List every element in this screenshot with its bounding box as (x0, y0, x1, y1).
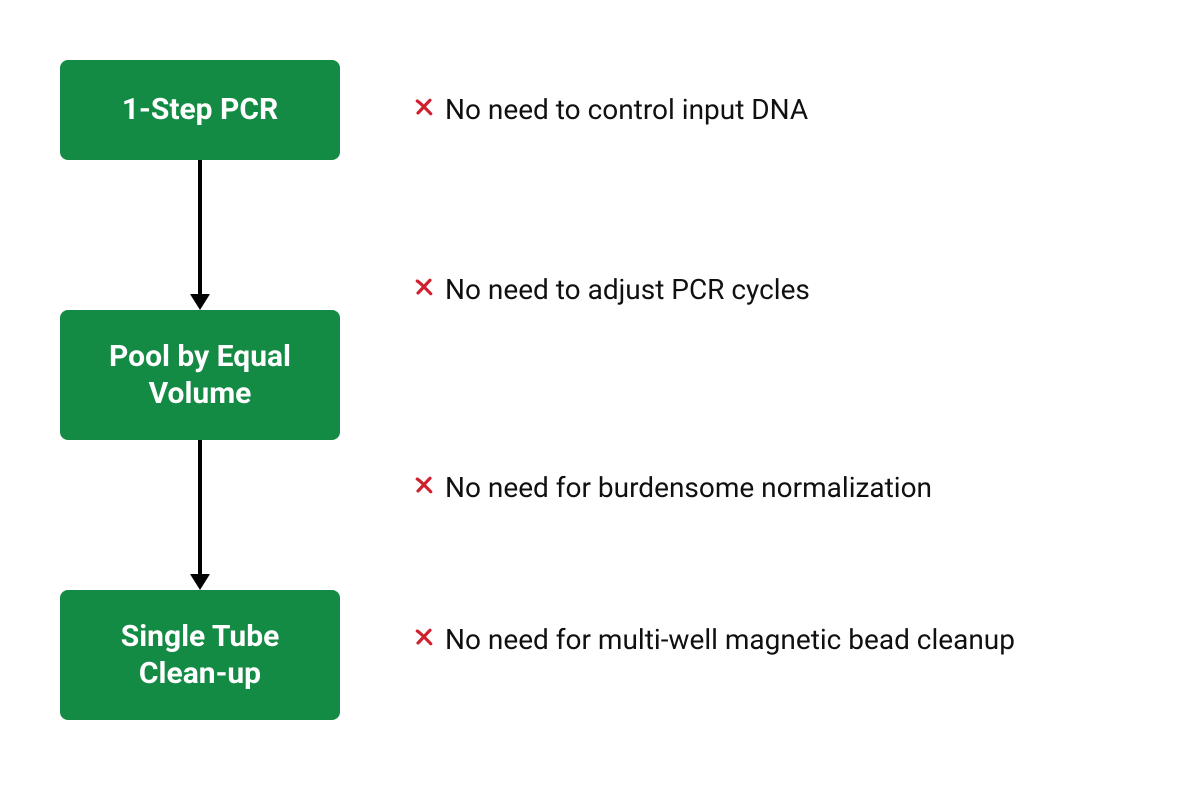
note-text: No need to control input DNA (445, 92, 808, 128)
note-text: No need for multi-well magnetic bead cle… (445, 622, 1015, 658)
x-icon (415, 476, 433, 498)
note-no-multiwell-bead-cleanup: No need for multi-well magnetic bead cle… (415, 622, 1015, 658)
step-box-pool-by-equal-volume: Pool by Equal Volume (60, 310, 340, 440)
note-no-adjust-pcr-cycles: No need to adjust PCR cycles (415, 272, 810, 308)
x-icon (415, 278, 433, 300)
flowchart-canvas: 1-Step PCR Pool by Equal Volume Single T… (0, 0, 1200, 800)
note-no-normalization: No need for burdensome normalization (415, 470, 932, 506)
x-icon (415, 628, 433, 650)
step-label: 1-Step PCR (122, 91, 278, 129)
note-text: No need to adjust PCR cycles (445, 272, 810, 308)
x-icon (415, 98, 433, 120)
step-label: Pool by Equal Volume (78, 338, 322, 413)
step-box-single-tube-cleanup: Single Tube Clean-up (60, 590, 340, 720)
step-box-1-step-pcr: 1-Step PCR (60, 60, 340, 160)
note-text: No need for burdensome normalization (445, 470, 932, 506)
step-label: Single Tube Clean-up (78, 618, 322, 693)
note-no-control-input-dna: No need to control input DNA (415, 92, 808, 128)
